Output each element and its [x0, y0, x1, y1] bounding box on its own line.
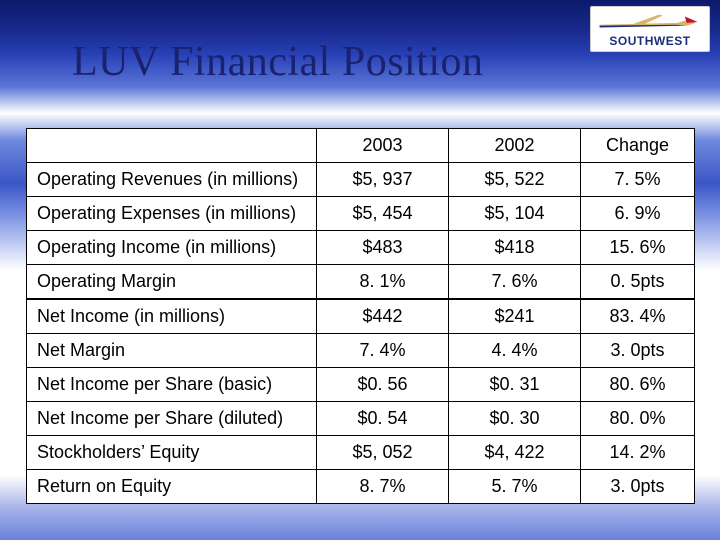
table-row: Net Income (in millions)$442$24183. 4%	[27, 299, 695, 334]
table-row: Operating Revenues (in millions)$5, 937$…	[27, 163, 695, 197]
header-2002: 2002	[449, 129, 581, 163]
value-2002-cell: 5. 7%	[449, 470, 581, 504]
value-2002-cell: $4, 422	[449, 436, 581, 470]
table-row: Net Margin7. 4%4. 4%3. 0pts	[27, 334, 695, 368]
slide: SOUTHWEST LUV Financial Position 2003 20…	[0, 0, 720, 540]
metric-cell: Net Margin	[27, 334, 317, 368]
change-cell: 83. 4%	[581, 299, 695, 334]
table-row: Net Income per Share (basic)$0. 56$0. 31…	[27, 368, 695, 402]
change-cell: 3. 0pts	[581, 334, 695, 368]
change-cell: 14. 2%	[581, 436, 695, 470]
value-2002-cell: $0. 30	[449, 402, 581, 436]
table-row: Stockholders’ Equity$5, 052$4, 42214. 2%	[27, 436, 695, 470]
metric-cell: Operating Margin	[27, 265, 317, 300]
value-2003-cell: $5, 937	[317, 163, 449, 197]
metric-cell: Net Income per Share (basic)	[27, 368, 317, 402]
header-blank	[27, 129, 317, 163]
value-2003-cell: $442	[317, 299, 449, 334]
table-row: Return on Equity8. 7%5. 7%3. 0pts	[27, 470, 695, 504]
change-cell: 80. 6%	[581, 368, 695, 402]
metric-cell: Operating Revenues (in millions)	[27, 163, 317, 197]
table-row: Operating Expenses (in millions)$5, 454$…	[27, 197, 695, 231]
slide-title: LUV Financial Position	[72, 38, 484, 86]
logo-text: SOUTHWEST	[609, 35, 690, 47]
value-2002-cell: $0. 31	[449, 368, 581, 402]
southwest-logo: SOUTHWEST	[590, 6, 710, 52]
change-cell: 7. 5%	[581, 163, 695, 197]
value-2002-cell: $241	[449, 299, 581, 334]
change-cell: 15. 6%	[581, 231, 695, 265]
metric-cell: Net Income per Share (diluted)	[27, 402, 317, 436]
value-2002-cell: 7. 6%	[449, 265, 581, 300]
table-row: Operating Income (in millions)$483$41815…	[27, 231, 695, 265]
metric-cell: Stockholders’ Equity	[27, 436, 317, 470]
table-row: Net Income per Share (diluted)$0. 54$0. …	[27, 402, 695, 436]
metric-cell: Operating Income (in millions)	[27, 231, 317, 265]
value-2003-cell: 7. 4%	[317, 334, 449, 368]
value-2003-cell: $5, 052	[317, 436, 449, 470]
table-header-row: 2003 2002 Change	[27, 129, 695, 163]
table-row: Operating Margin8. 1%7. 6%0. 5pts	[27, 265, 695, 300]
value-2002-cell: 4. 4%	[449, 334, 581, 368]
change-cell: 0. 5pts	[581, 265, 695, 300]
change-cell: 6. 9%	[581, 197, 695, 231]
value-2002-cell: $5, 104	[449, 197, 581, 231]
change-cell: 80. 0%	[581, 402, 695, 436]
financial-table: 2003 2002 Change Operating Revenues (in …	[26, 128, 695, 504]
value-2003-cell: $5, 454	[317, 197, 449, 231]
value-2003-cell: 8. 1%	[317, 265, 449, 300]
table-body: Operating Revenues (in millions)$5, 937$…	[27, 163, 695, 504]
value-2003-cell: $483	[317, 231, 449, 265]
airplane-icon	[595, 11, 705, 33]
financial-table-container: 2003 2002 Change Operating Revenues (in …	[26, 128, 694, 504]
metric-cell: Operating Expenses (in millions)	[27, 197, 317, 231]
value-2003-cell: $0. 54	[317, 402, 449, 436]
metric-cell: Net Income (in millions)	[27, 299, 317, 334]
metric-cell: Return on Equity	[27, 470, 317, 504]
value-2003-cell: 8. 7%	[317, 470, 449, 504]
value-2002-cell: $418	[449, 231, 581, 265]
value-2003-cell: $0. 56	[317, 368, 449, 402]
header-2003: 2003	[317, 129, 449, 163]
header-change: Change	[581, 129, 695, 163]
value-2002-cell: $5, 522	[449, 163, 581, 197]
change-cell: 3. 0pts	[581, 470, 695, 504]
